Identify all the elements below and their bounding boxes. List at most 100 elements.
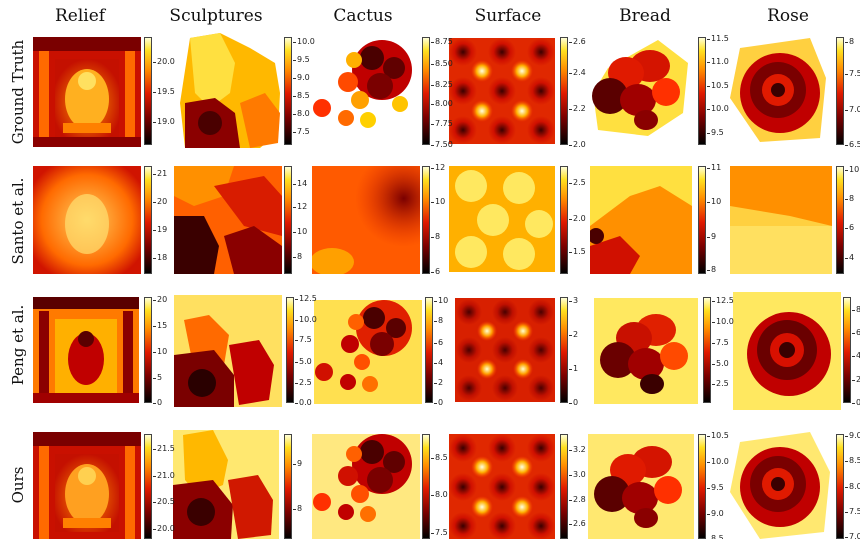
colorbar-rose-ours <box>836 434 844 539</box>
colorbar-tick-label: 10.5 <box>707 431 729 441</box>
colorbar-tick-label: 10 <box>844 165 860 175</box>
colorbar-tick-label: 2 <box>851 374 860 384</box>
colorbar-tick-label: 8 <box>844 37 855 47</box>
colorbar-tick-label: 0 <box>851 398 860 407</box>
colorbar-tick-label: 20 <box>152 196 168 206</box>
depth-map-bread-ours <box>588 434 694 539</box>
colorbar-surface-peng <box>560 297 568 403</box>
colorbar-tick-label: 0 <box>568 398 579 407</box>
column-title-rose: Rose <box>767 6 809 26</box>
depth-map-rose-ours <box>730 432 830 539</box>
colorbar-relief-santo <box>144 166 152 274</box>
colorbar-relief-ours <box>144 434 152 539</box>
colorbar-sculptures-santo <box>284 166 292 274</box>
depth-map-sculptures-santo <box>174 166 282 274</box>
colorbar-tick-label: 2.8 <box>569 495 586 505</box>
colorbar-tick-label: 8.75 <box>431 37 453 47</box>
colorbar-rose-peng <box>843 297 851 403</box>
column-title-relief: Relief <box>54 6 106 26</box>
colorbar-tick-label: 11.5 <box>707 34 729 44</box>
colorbar-tick-label: 8 <box>433 316 444 326</box>
depth-map-sculptures-ours <box>173 430 279 539</box>
colorbar-tick-label: 19.5 <box>153 87 175 97</box>
colorbar-tick-label: 20 <box>152 295 168 305</box>
colorbar-surface-ground-truth <box>560 37 568 145</box>
depth-map-rose-peng <box>733 292 841 410</box>
colorbar-tick-label: 15 <box>152 320 168 330</box>
colorbar-tick-label: 19.0 <box>153 117 175 127</box>
colorbar-bread-santo <box>698 166 706 274</box>
depth-map-bread-santo <box>590 166 692 274</box>
colorbar-tick-label: 2 <box>433 377 444 387</box>
column-title-cactus: Cactus <box>333 6 393 26</box>
depth-map-surface-ground-truth <box>449 38 555 144</box>
colorbar-tick-label: 9.5 <box>707 482 724 492</box>
depth-map-bread-peng <box>594 298 698 404</box>
colorbar-tick-label: 3 <box>568 296 579 306</box>
depth-map-relief-santo <box>33 166 141 274</box>
colorbar-tick-label: 14 <box>292 179 308 189</box>
colorbar-tick-label: 6 <box>851 328 860 338</box>
colorbar-tick-label: 6 <box>433 337 444 347</box>
colorbar-tick-label: 2.5 <box>295 377 312 387</box>
colorbar-cactus-santo <box>422 166 430 274</box>
colorbar-tick-label: 8.5 <box>293 91 310 101</box>
colorbar-tick-label: 7.5 <box>293 127 310 137</box>
colorbar-sculptures-peng <box>286 297 294 403</box>
colorbar-tick-label: 3.2 <box>569 444 586 454</box>
colorbar-tick-label: 10.0 <box>712 317 734 327</box>
colorbar-tick-label: 4 <box>851 351 860 361</box>
colorbar-tick-label: 21.0 <box>153 471 175 480</box>
column-title-sculptures: Sculptures <box>169 6 263 26</box>
colorbar-tick-label: 1.5 <box>569 247 586 257</box>
colorbar-tick-label: 3.0 <box>569 469 586 479</box>
colorbar-tick-label: 9.5 <box>707 128 724 138</box>
colorbar-tick-label: 6 <box>430 266 441 276</box>
colorbar-tick-label: 9.0 <box>293 73 310 83</box>
colorbar-tick-label: 11 <box>706 163 722 173</box>
colorbar-tick-label: 6 <box>844 222 855 232</box>
colorbar-tick-label: 11.0 <box>707 56 729 66</box>
colorbar-tick-label: 2.4 <box>569 67 586 77</box>
colorbar-tick-label: 2.2 <box>569 104 586 114</box>
colorbar-tick-label: 7.75 <box>431 119 453 129</box>
colorbar-bread-ground-truth <box>698 37 706 145</box>
colorbar-tick-label: 2.0 <box>569 213 586 223</box>
colorbar-tick-label: 7.5 <box>712 337 729 347</box>
colorbar-tick-label: 10.0 <box>707 104 729 114</box>
colorbar-tick-label: 8.25 <box>431 79 453 89</box>
depth-map-sculptures-ground-truth <box>180 33 280 148</box>
colorbar-sculptures-ground-truth <box>284 37 292 145</box>
colorbar-tick-label: 2.0 <box>569 140 586 149</box>
colorbar-tick-label: 21 <box>152 168 168 178</box>
colorbar-tick-label: 8 <box>430 232 441 242</box>
depth-map-surface-peng <box>455 298 555 402</box>
colorbar-tick-label: 8.5 <box>711 535 724 539</box>
depth-map-surface-ours <box>449 434 555 539</box>
colorbar-tick-label: 8.5 <box>845 456 860 466</box>
colorbar-tick-label: 4 <box>844 252 855 262</box>
colorbar-tick-label: 8 <box>706 264 717 274</box>
depth-map-relief-peng <box>33 297 139 403</box>
colorbar-tick-label: 2 <box>568 330 579 340</box>
colorbar-tick-label: 20.0 <box>153 523 175 533</box>
colorbar-tick-label: 8.50 <box>431 59 453 68</box>
colorbar-tick-label: 10.0 <box>295 315 317 325</box>
colorbar-tick-label: 7.0 <box>845 531 860 539</box>
colorbar-sculptures-ours <box>284 434 292 539</box>
colorbar-tick-label: 0 <box>433 398 444 407</box>
column-title-bread: Bread <box>619 6 671 26</box>
depth-map-rose-ground-truth <box>730 38 826 142</box>
colorbar-tick-label: 20.5 <box>153 497 175 507</box>
colorbar-tick-label: 10.5 <box>707 80 729 90</box>
colorbar-tick-label: 6.5 <box>845 140 860 149</box>
colorbar-tick-label: 10 <box>292 226 308 236</box>
depth-map-cactus-peng <box>314 300 422 404</box>
colorbar-bread-peng <box>703 297 711 403</box>
depth-map-relief-ground-truth <box>33 37 141 147</box>
depth-map-cactus-santo <box>312 166 420 274</box>
colorbar-tick-label: 9.0 <box>707 508 724 518</box>
colorbar-tick-label: 5.0 <box>295 356 312 366</box>
colorbar-tick-label: 12.5 <box>295 294 317 304</box>
colorbar-tick-label: 8 <box>292 251 303 261</box>
